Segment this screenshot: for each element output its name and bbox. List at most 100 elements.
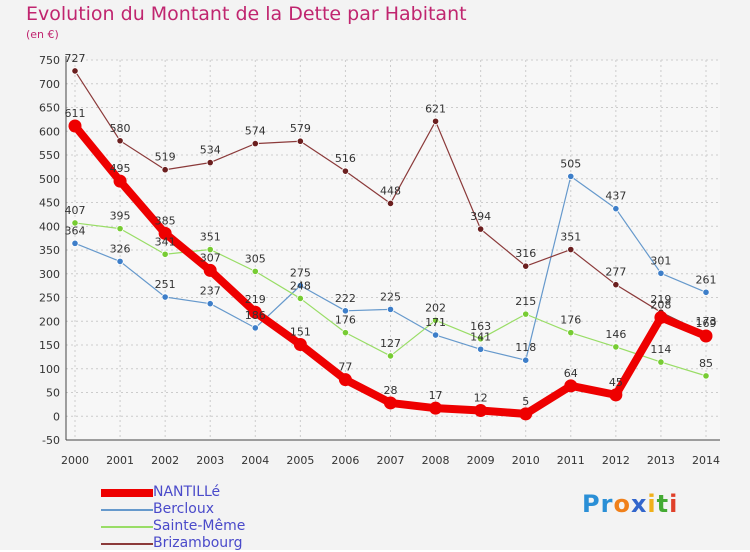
data-label: 176	[560, 314, 581, 327]
data-label: 215	[515, 295, 536, 308]
data-label: 394	[470, 210, 491, 223]
logo-letter: P	[582, 490, 601, 518]
y-tick-label: 50	[46, 387, 60, 400]
data-point	[522, 262, 530, 270]
y-tick-label: 450	[39, 197, 60, 210]
data-point	[116, 257, 124, 265]
data-point	[477, 225, 485, 233]
data-point	[296, 137, 304, 145]
data-label: 237	[200, 285, 221, 298]
data-point	[654, 310, 668, 324]
data-label: 351	[560, 231, 581, 244]
data-point	[206, 300, 214, 308]
y-tick-label: 0	[53, 410, 60, 423]
y-tick-label: 650	[39, 102, 60, 115]
data-label: 395	[110, 210, 131, 223]
data-label: 127	[380, 337, 401, 350]
logo-letter: x	[630, 490, 648, 518]
x-tick-label: 2002	[151, 454, 179, 467]
data-point	[338, 373, 352, 387]
data-label: 505	[560, 157, 581, 170]
proxiti-logo: Proxiti	[582, 490, 678, 518]
data-label: 45	[609, 376, 623, 389]
data-point	[702, 372, 710, 380]
data-point	[248, 305, 262, 319]
data-point	[567, 172, 575, 180]
data-point	[477, 335, 485, 343]
data-label: 219	[650, 293, 671, 306]
data-point	[293, 338, 307, 352]
legend-label: Sainte-Même	[153, 518, 246, 534]
data-point	[203, 263, 217, 277]
data-label: 437	[605, 190, 626, 203]
y-tick-label: 700	[39, 78, 60, 91]
legend-swatch	[101, 526, 153, 528]
data-label: 17	[429, 389, 443, 402]
data-label: 208	[650, 298, 671, 311]
y-tick-label: 350	[39, 244, 60, 257]
data-point	[251, 267, 259, 275]
data-point	[206, 159, 214, 167]
data-point	[68, 119, 82, 133]
chart-title: Evolution du Montant de la Dette par Hab…	[26, 3, 467, 25]
data-label: 251	[155, 278, 176, 291]
x-tick-label: 2001	[106, 454, 134, 467]
data-point	[251, 140, 259, 148]
data-label: 534	[200, 144, 221, 157]
logo-letter: i	[647, 490, 657, 518]
data-label: 118	[515, 341, 536, 354]
x-tick-label: 2012	[602, 454, 630, 467]
data-point	[341, 307, 350, 315]
data-point	[384, 396, 397, 410]
data-label: 516	[335, 152, 356, 165]
data-label: 580	[110, 122, 131, 135]
data-label: 171	[425, 316, 446, 329]
data-point	[609, 388, 623, 402]
y-tick-label: 600	[39, 125, 60, 138]
data-point	[657, 269, 665, 277]
x-tick-label: 2010	[512, 454, 540, 467]
x-tick-label: 2006	[331, 454, 359, 467]
data-point	[71, 67, 79, 75]
data-label: 186	[245, 309, 266, 322]
data-label: 621	[425, 102, 446, 115]
logo-letter: o	[613, 490, 631, 518]
x-tick-label: 2009	[467, 454, 495, 467]
data-point	[386, 199, 395, 208]
legend-swatch	[101, 509, 153, 511]
data-label: 12	[474, 392, 488, 405]
legend-label: NANTILLé	[153, 484, 221, 500]
data-point	[699, 329, 713, 343]
data-label: 301	[650, 254, 671, 267]
data-point	[612, 343, 620, 351]
data-point	[567, 245, 575, 254]
x-tick-label: 2003	[196, 454, 224, 467]
data-label: 351	[200, 231, 221, 244]
data-point	[251, 324, 259, 332]
data-point	[386, 305, 395, 313]
data-label: 219	[245, 293, 266, 306]
data-point	[341, 167, 350, 175]
y-tick-label: 750	[39, 54, 60, 67]
data-label: 519	[155, 151, 176, 164]
data-label: 364	[65, 224, 86, 237]
data-label: 64	[564, 367, 578, 380]
data-point	[429, 401, 443, 415]
x-tick-label: 2014	[692, 454, 720, 467]
data-point	[158, 226, 172, 240]
data-point	[519, 407, 533, 421]
data-point	[161, 250, 169, 258]
data-label: 141	[470, 330, 491, 343]
x-tick-label: 2005	[286, 454, 314, 467]
data-point	[296, 294, 304, 303]
data-label: 28	[384, 384, 398, 397]
data-point	[612, 281, 620, 289]
data-label: 574	[245, 125, 266, 138]
data-label: 305	[245, 252, 266, 265]
data-label: 579	[290, 122, 311, 135]
data-label: 163	[470, 320, 491, 333]
data-label: 341	[155, 235, 176, 248]
y-tick-label: 500	[39, 173, 60, 186]
data-point	[113, 174, 127, 188]
data-point	[206, 245, 214, 254]
